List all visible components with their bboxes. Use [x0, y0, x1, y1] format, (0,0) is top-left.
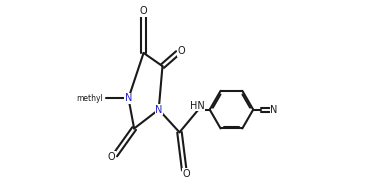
Text: O: O — [108, 152, 115, 162]
Text: N: N — [155, 105, 162, 115]
Text: N: N — [270, 105, 278, 115]
Text: N: N — [125, 93, 132, 103]
Text: O: O — [182, 169, 190, 179]
Text: methyl: methyl — [76, 94, 103, 103]
Text: O: O — [140, 6, 147, 16]
Text: O: O — [177, 46, 185, 56]
Text: HN: HN — [190, 101, 205, 111]
